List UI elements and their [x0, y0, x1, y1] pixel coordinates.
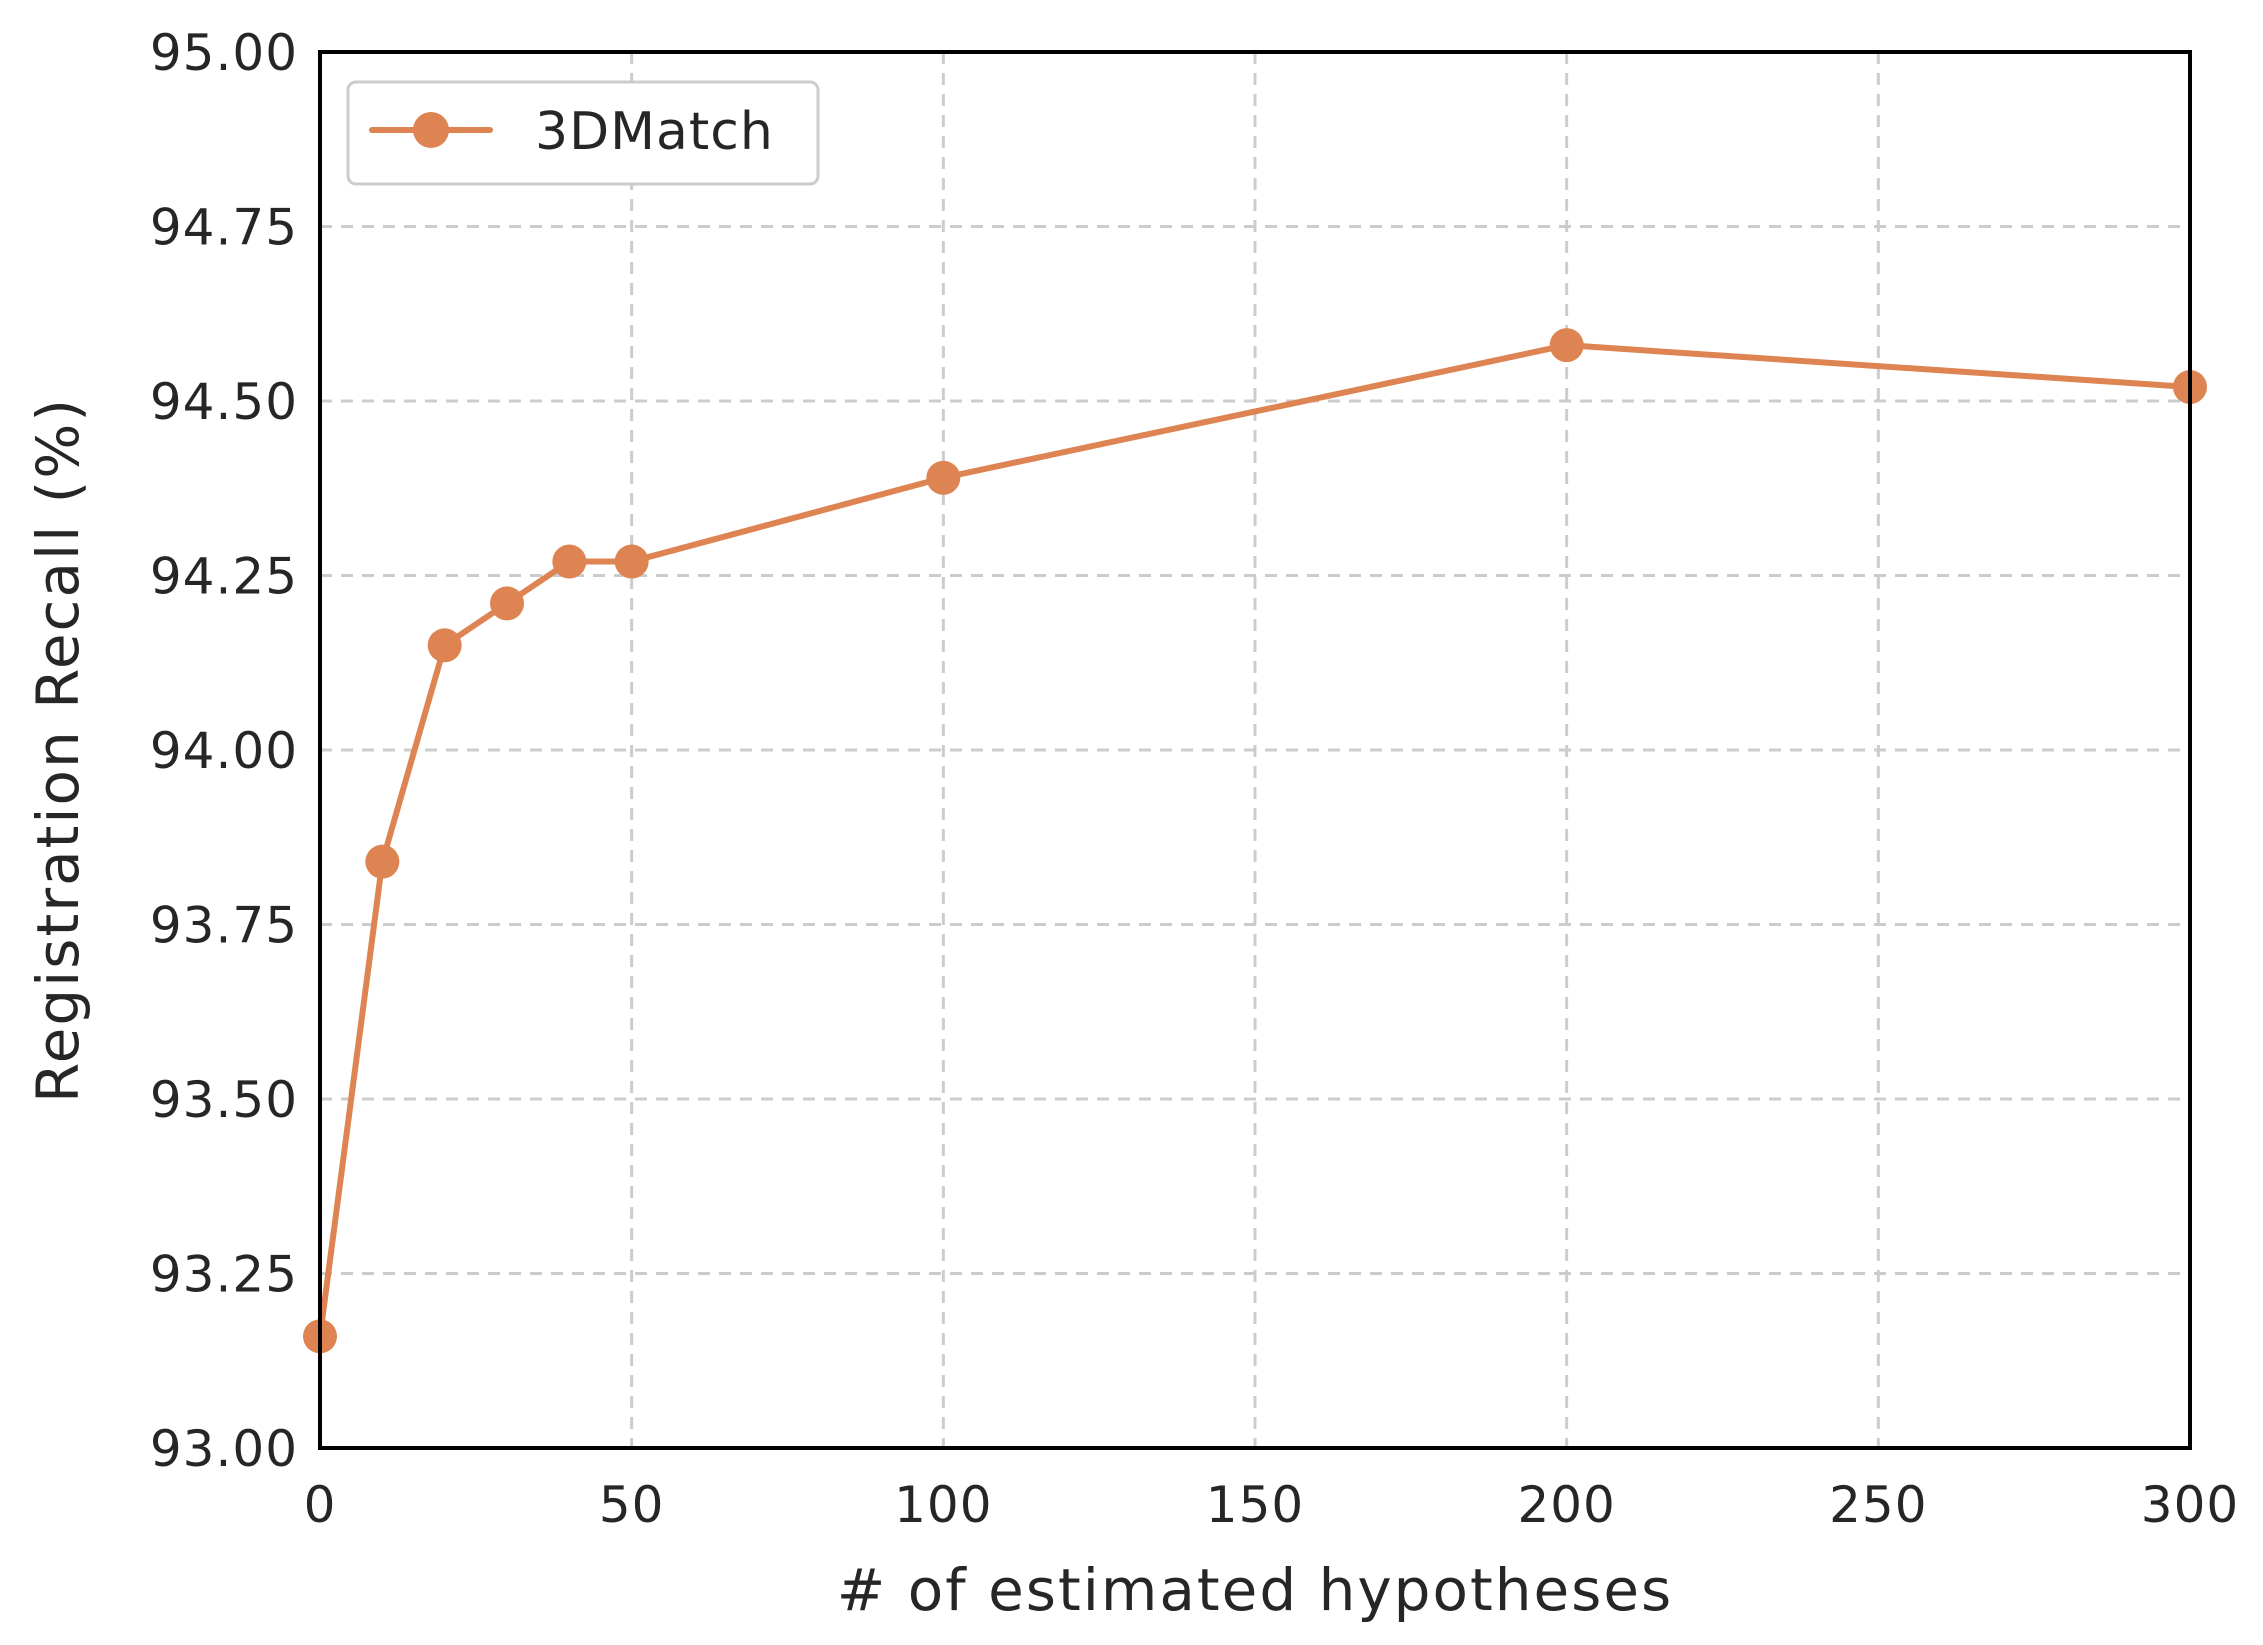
- y-tick-label: 93.75: [150, 897, 298, 955]
- data-point: [926, 460, 961, 495]
- legend-box: [346, 80, 820, 186]
- legend: 3DMatch: [346, 80, 820, 186]
- y-tick-label: 94.25: [150, 548, 298, 606]
- y-tick-labels: 93.00 93.25 93.50 93.75 94.00 94.25 94.50 94.75…: [150, 24, 298, 1478]
- x-tick-label: 200: [1517, 1476, 1615, 1534]
- y-tick-label: 93.50: [150, 1071, 298, 1129]
- x-tick-label: 50: [599, 1476, 665, 1534]
- y-tick-label: 93.25: [150, 1246, 298, 1304]
- x-tick-label: 300: [2141, 1476, 2239, 1534]
- y-axis-title: Registration Recall (%): [24, 397, 92, 1103]
- x-tick-labels: 0 50 100 150 200 250 300: [304, 1476, 2239, 1534]
- x-tick-label: 0: [304, 1476, 337, 1534]
- legend-marker: [413, 112, 449, 148]
- x-axis-title: # of estimated hypotheses: [837, 1556, 1674, 1624]
- y-tick-label: 94.00: [150, 722, 298, 780]
- data-point: [552, 544, 587, 579]
- data-point: [614, 544, 649, 579]
- data-point: [427, 628, 462, 663]
- y-tick-label: 94.75: [150, 199, 298, 257]
- data-point: [490, 586, 524, 621]
- x-tick-label: 250: [1829, 1476, 1927, 1534]
- plot-frame: [318, 50, 2192, 1450]
- data-point: [365, 844, 400, 879]
- series-layer: [303, 328, 2207, 1354]
- y-tick-label: 93.00: [150, 1420, 298, 1478]
- x-tick-label: 150: [1206, 1476, 1304, 1534]
- legend-label-3dmatch: 3DMatch: [535, 102, 774, 162]
- y-tick-label: 94.50: [150, 373, 298, 431]
- y-tick-label: 95.00: [150, 24, 298, 82]
- data-point: [1549, 328, 1584, 363]
- x-tick-label: 100: [894, 1476, 992, 1534]
